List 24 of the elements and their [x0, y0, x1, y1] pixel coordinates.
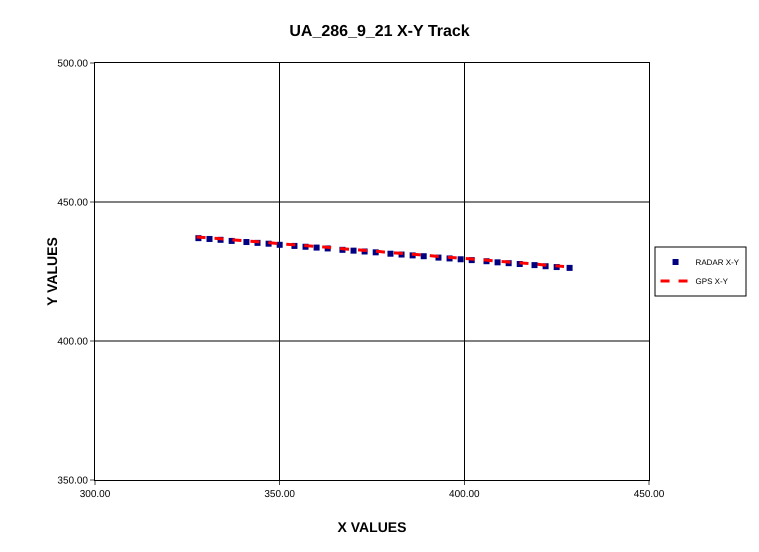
point [566, 264, 573, 271]
y-tick-label: 450.00 [57, 198, 88, 208]
y-tick-label: 400.00 [57, 336, 88, 348]
x-tick-label: 400.00 [449, 489, 480, 500]
legend-label: RADAR X-Y [696, 258, 740, 268]
x-tick-label: 300.00 [80, 489, 111, 500]
x-axis-title: X VALUES [338, 519, 406, 535]
point [206, 236, 212, 242]
chart-title: UA_286_9_21 X-Y Track [289, 23, 470, 40]
point [532, 262, 538, 268]
point [458, 256, 464, 262]
y-tick-label: 500.00 [57, 58, 88, 70]
point [350, 248, 357, 254]
point [420, 253, 427, 260]
y-axis-title: Y VALUES [44, 237, 60, 306]
point [494, 259, 501, 266]
point [243, 239, 250, 246]
point [387, 250, 394, 257]
point [276, 242, 283, 248]
y-tick-label: 350.00 [57, 476, 88, 486]
x-tick-label: 450.00 [634, 489, 665, 500]
point [314, 244, 320, 251]
x-tick-label: 350.00 [264, 489, 296, 500]
legend-label: GPS X-Y [696, 277, 729, 286]
